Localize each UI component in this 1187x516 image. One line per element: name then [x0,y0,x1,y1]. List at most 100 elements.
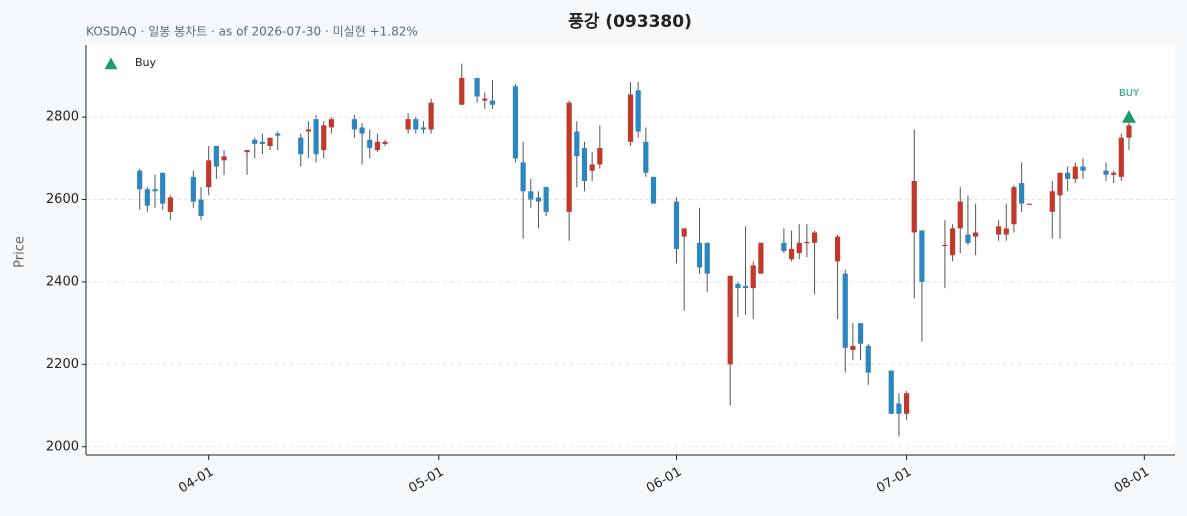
candle-body [1003,228,1009,235]
candle-body [957,201,963,229]
candle-body [137,170,143,190]
candle-body [804,241,810,244]
candle-body [788,248,795,260]
candle-body [1065,172,1071,179]
candle-body [167,197,173,212]
candle-body [973,232,979,237]
candle-body [221,156,227,161]
candle-body [374,141,381,151]
candle-body [305,129,312,132]
candle-body [811,232,818,243]
candle-body [673,201,680,249]
candle-body [489,100,496,105]
x-tick-label: 05-01 [406,465,446,497]
candle-body [581,148,588,181]
candle-body [696,242,703,268]
x-tick-label: 04-01 [176,465,216,497]
candle-body [681,228,687,237]
candle-body [949,228,956,256]
candle-body [589,164,595,171]
candle-body [413,119,419,130]
candle-body [198,199,204,217]
candle-body [144,189,150,206]
candle-body [727,275,733,365]
candle-body [1111,172,1117,175]
candle-body [965,234,971,243]
candle-body [750,265,756,289]
candle-body [650,176,657,204]
candle-body [1049,191,1055,212]
candle-body [321,125,327,151]
candle-body [482,98,488,101]
candle-body [574,131,580,157]
candle-body [1011,187,1017,225]
candle-body [1126,125,1132,138]
candle-body [888,370,894,414]
candle-body [474,77,480,97]
x-tick-label: 07-01 [874,465,914,497]
y-tick-label: 2600 [46,192,79,207]
candle-body [627,94,634,142]
candle-body [244,150,250,153]
candle-body [267,137,273,146]
candle-body [735,283,741,289]
candle-body [190,176,196,202]
candle-body [865,345,871,373]
candle-body [328,119,335,128]
candle-body [996,226,1002,235]
candle-body [259,141,265,144]
y-tick-label: 2000 [46,439,79,454]
candle-body [298,137,304,155]
candle-body [528,191,534,200]
candle-body [911,180,917,233]
candle-body [850,345,856,350]
candle-body [275,133,281,136]
candle-body [252,139,258,144]
candle-body [520,162,526,192]
candle-body [857,323,864,344]
legend-label: Buy [135,56,157,69]
candle-body [213,145,219,167]
candle-body [206,160,212,188]
candle-body [428,102,434,130]
candle-body [351,119,358,130]
candle-body [834,236,841,262]
candle-body [160,172,166,204]
candle-body [919,230,925,282]
chart-title: 풍강 (093380) [568,12,692,32]
x-tick-label: 06-01 [644,465,684,497]
candle-body [1118,137,1124,177]
candle-body [535,197,542,202]
candle-body [643,141,649,173]
candle-body [842,273,848,348]
y-tick-label: 2200 [46,357,79,372]
candle-body [313,119,319,155]
candle-body [1080,166,1086,171]
candle-body [1103,170,1109,175]
candle-body [359,127,365,134]
candle-body [704,242,710,274]
candle-body [758,242,764,274]
candle-body [597,148,603,165]
candle-body [1019,183,1025,204]
candle-body [896,403,902,414]
legend-marker [104,57,118,70]
candle-body [152,189,158,192]
candle-body [382,141,388,144]
buy-label: BUY [1119,88,1140,99]
candle-body [796,242,802,254]
candle-body [1072,166,1078,179]
candle-body [903,393,910,414]
candle-body [781,242,787,252]
candle-body [1057,172,1063,196]
candle-body [1026,203,1032,205]
x-tick-label: 08-01 [1112,465,1152,497]
y-tick-label: 2800 [46,110,79,125]
y-axis-label: Price [13,236,28,268]
y-tick-label: 2400 [46,274,79,289]
buy-marker [1121,110,1136,123]
candle-body [367,139,373,149]
candle-body [742,286,749,289]
candle-body [405,119,411,130]
